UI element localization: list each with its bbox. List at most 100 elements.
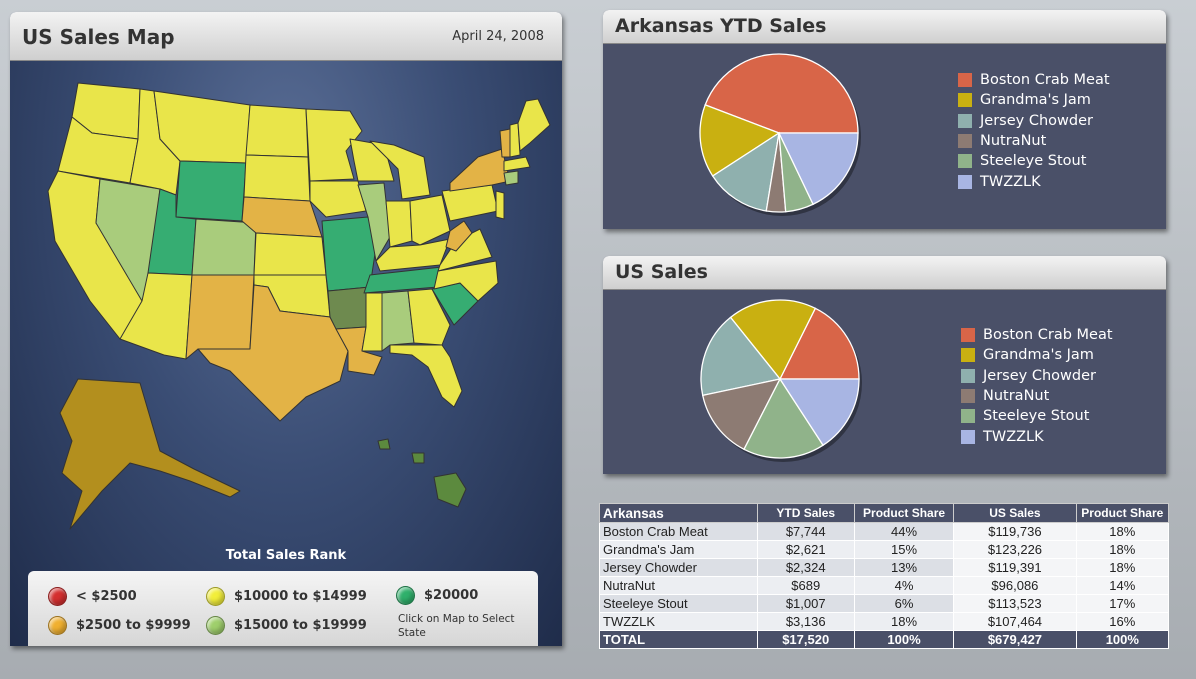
state-georgia[interactable] xyxy=(407,288,451,346)
state-hawaii-maui[interactable] xyxy=(411,452,425,464)
legend-swatch xyxy=(961,389,975,404)
state-indiana[interactable] xyxy=(385,200,413,248)
state-michigan[interactable] xyxy=(369,140,431,200)
cell-us-sales: $96,086 xyxy=(953,576,1077,595)
state-west-virginia[interactable] xyxy=(445,220,473,252)
cell-total-product-share: 100% xyxy=(853,630,955,649)
state-new-mexico[interactable] xyxy=(185,274,255,360)
cell-us-sales: $123,226 xyxy=(953,540,1077,559)
state-hawaii[interactable] xyxy=(433,472,467,508)
us-panel-title: US Sales xyxy=(615,261,708,283)
state-colorado[interactable] xyxy=(191,218,257,276)
legend-item: Grandma's Jam xyxy=(961,345,1113,365)
legend-label: Boston Crab Meat xyxy=(980,72,1110,89)
state-hawaii-oahu[interactable] xyxy=(377,438,391,450)
pie-slice-grandma-s-jam[interactable] xyxy=(729,299,817,381)
us-map[interactable] xyxy=(10,61,562,646)
state-north-carolina[interactable] xyxy=(433,260,499,302)
legend-label: TWZZLK xyxy=(983,428,1044,445)
cell-product-share: 4% xyxy=(853,576,955,595)
cell-product-share: 6% xyxy=(853,594,955,613)
legend-swatch xyxy=(961,348,975,363)
state-south-dakota[interactable] xyxy=(243,154,311,202)
map-instruction: Click on Map to Select State xyxy=(398,613,515,639)
cell-ytd-sales: $689 xyxy=(756,576,855,595)
col-header-ytd-sales: YTD Sales xyxy=(756,503,855,523)
state-new-hampshire[interactable] xyxy=(509,122,521,158)
cell-product-share: 44% xyxy=(853,522,955,541)
state-connecticut[interactable] xyxy=(503,170,519,186)
state-kansas[interactable] xyxy=(253,232,327,276)
legend-swatch xyxy=(961,409,975,424)
legend-item-top: $20000 xyxy=(396,586,478,605)
state-florida[interactable] xyxy=(389,344,463,408)
pie-slice-twzzlk[interactable] xyxy=(778,378,860,447)
report-date: April 24, 2008 xyxy=(452,29,544,44)
legend-dot-red xyxy=(48,587,67,606)
cell-product: TWZZLK xyxy=(599,612,758,631)
state-kentucky[interactable] xyxy=(375,238,451,272)
legend-item: Boston Crab Meat xyxy=(958,70,1110,90)
state-alaska[interactable] xyxy=(59,378,241,530)
state-massachusetts[interactable] xyxy=(503,156,531,172)
legend-label: $2500 to $9999 xyxy=(76,618,191,633)
cell-us-sales: $119,391 xyxy=(953,558,1077,577)
legend-dot-yellow xyxy=(206,587,225,606)
us-sales-map-panel: US Sales Map April 24, 2008 xyxy=(10,12,562,646)
state-mississippi[interactable] xyxy=(361,292,383,352)
cell-us-share: 18% xyxy=(1075,558,1170,577)
pie-slice-steeleye-stout[interactable] xyxy=(743,377,824,459)
legend-label: TWZZLK xyxy=(980,173,1041,190)
legend-label: Boston Crab Meat xyxy=(983,327,1113,344)
state-ohio[interactable] xyxy=(409,194,451,246)
sales-table: Arkansas YTD Sales Product Share US Sale… xyxy=(599,503,1170,649)
state-wyoming[interactable] xyxy=(175,160,247,222)
legend-swatch xyxy=(958,154,972,169)
table-row: TWZZLK $3,136 18% $107,464 16% xyxy=(599,612,1170,631)
arkansas-pie-chart xyxy=(699,53,861,216)
state-nebraska[interactable] xyxy=(241,196,323,238)
legend-item-high: $15000 to $19999 xyxy=(206,616,367,635)
cell-ytd-sales: $2,621 xyxy=(756,540,855,559)
cell-us-share: 18% xyxy=(1075,540,1170,559)
cell-us-share: 14% xyxy=(1075,576,1170,595)
state-illinois[interactable] xyxy=(357,182,391,262)
state-texas[interactable] xyxy=(197,284,349,422)
cell-us-share: 18% xyxy=(1075,522,1170,541)
legend-item: Grandma's Jam xyxy=(958,90,1110,110)
arkansas-pie-legend: Boston Crab Meat Grandma's Jam Jersey Chow… xyxy=(958,70,1110,192)
state-north-dakota[interactable] xyxy=(245,104,309,158)
state-maine[interactable] xyxy=(517,98,551,152)
legend-swatch xyxy=(961,429,975,444)
cell-us-share: 17% xyxy=(1075,594,1170,613)
us-sales-panel: US Sales Boston Crab Meat Grandma's Jam Je… xyxy=(603,256,1166,474)
cell-product: Jersey Chowder xyxy=(599,558,758,577)
pie-slice-grandma-s-jam[interactable] xyxy=(699,103,781,177)
cell-product-share: 15% xyxy=(853,540,955,559)
state-alabama[interactable] xyxy=(381,290,415,352)
cell-product: Grandma's Jam xyxy=(599,540,758,559)
legend-label: Grandma's Jam xyxy=(980,92,1091,109)
pie-slice-boston-crab-meat[interactable] xyxy=(704,53,859,134)
legend-swatch xyxy=(961,328,975,343)
legend-item: NutraNut xyxy=(961,386,1113,406)
pie-slice-jersey-chowder[interactable] xyxy=(700,316,782,397)
state-vermont[interactable] xyxy=(499,128,511,158)
legend-dot-orange xyxy=(48,616,67,635)
legend-item-lowest: < $2500 xyxy=(48,587,137,606)
state-iowa[interactable] xyxy=(309,180,367,218)
table-row: Boston Crab Meat $7,744 44% $119,736 18% xyxy=(599,522,1170,541)
ark-panel-header: Arkansas YTD Sales xyxy=(603,10,1166,44)
pie-slice-jersey-chowder[interactable] xyxy=(711,131,780,212)
state-new-jersey[interactable] xyxy=(495,190,505,220)
cell-us-sales: $107,464 xyxy=(953,612,1077,631)
state-new-york[interactable] xyxy=(449,148,511,192)
pie-slice-nutranut[interactable] xyxy=(701,378,782,451)
pie-slice-boston-crab-meat[interactable] xyxy=(778,307,860,380)
legend-item: Steeleye Stout xyxy=(961,406,1113,426)
us-pie-legend: Boston Crab Meat Grandma's Jam Jersey Chow… xyxy=(961,325,1113,447)
map-panel-title: US Sales Map xyxy=(22,25,175,49)
cell-us-sales: $113,523 xyxy=(953,594,1077,613)
cell-product-share: 18% xyxy=(853,612,955,631)
pie-slice-twzzlk[interactable] xyxy=(777,132,859,206)
